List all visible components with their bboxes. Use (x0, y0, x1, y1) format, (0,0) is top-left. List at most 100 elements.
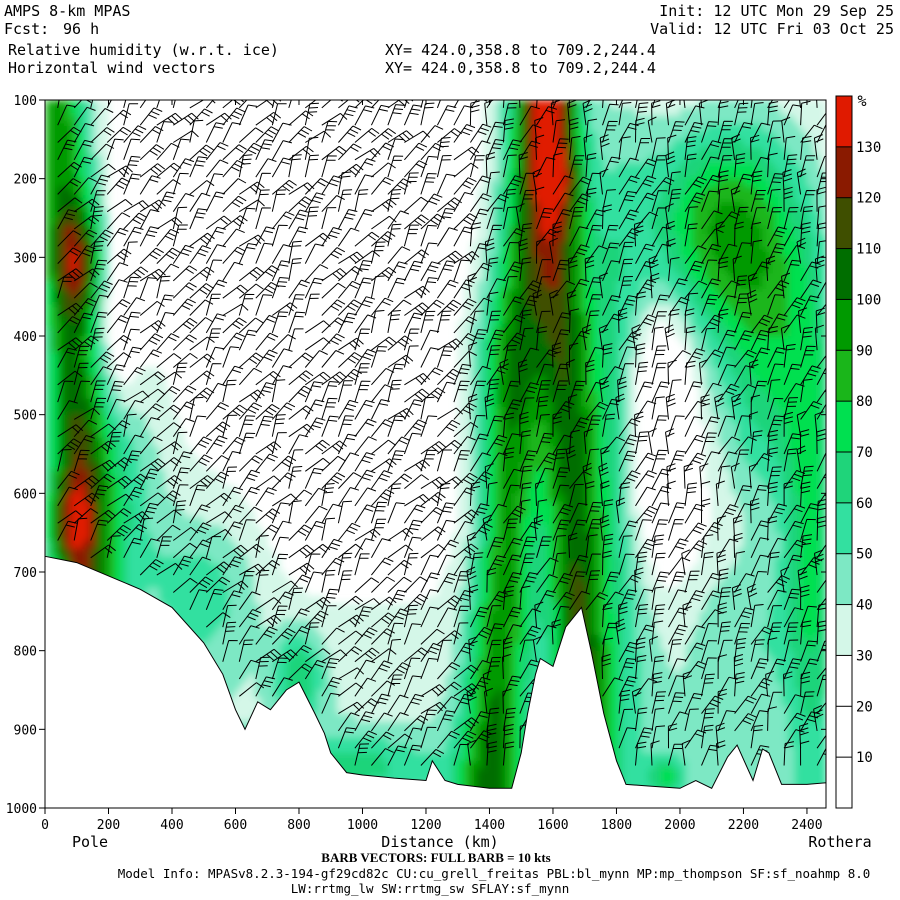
wind-barb (173, 526, 199, 541)
wind-barb (816, 388, 826, 403)
colorbar-swatch (836, 299, 852, 351)
wind-barb (123, 173, 142, 195)
wind-barb (271, 605, 288, 628)
wind-barb (816, 597, 826, 611)
wind-barb (469, 711, 490, 732)
wind-barb (106, 198, 133, 213)
wind-barb (255, 189, 270, 212)
wind-barb (337, 552, 353, 576)
wind-barb (139, 277, 157, 299)
wind-barb (651, 655, 665, 680)
wind-barb (420, 173, 437, 195)
wind-barb (288, 574, 311, 593)
wind-barb (403, 536, 422, 558)
wind-barb (271, 244, 293, 264)
wind-barb (796, 445, 807, 472)
wind-barb (321, 569, 336, 593)
wind-barb (420, 554, 440, 576)
wind-barb (106, 299, 131, 316)
wind-barb (404, 142, 428, 161)
wind-barb (717, 280, 740, 299)
field-name-wind: Horizontal wind vectors (8, 59, 216, 77)
wind-barb (73, 268, 100, 282)
wind-barb (717, 602, 727, 628)
wind-barb (750, 222, 762, 247)
wind-barb (139, 388, 166, 403)
wind-barb (73, 335, 99, 351)
wind-barb (484, 238, 495, 264)
wind-barb (569, 206, 584, 230)
wind-barb (436, 100, 441, 109)
wind-barb (782, 169, 793, 195)
wind-barb (618, 191, 637, 212)
wind-barb (585, 592, 609, 611)
wind-barb (436, 554, 456, 576)
wind-barb (783, 207, 799, 230)
wind-barb (288, 608, 310, 628)
wind-barb (321, 333, 345, 351)
wind-barb (536, 363, 554, 385)
wind-barb (615, 618, 626, 645)
wind-barb (172, 334, 197, 351)
wind-barb (420, 572, 440, 593)
wind-barb (552, 280, 576, 299)
wind-barb (288, 385, 313, 403)
wind-barb (582, 324, 592, 351)
wind-barb (681, 549, 691, 576)
wind-barb (651, 586, 665, 610)
wind-barb (354, 174, 374, 195)
wind-barb (615, 393, 625, 420)
wind-barb (271, 311, 289, 334)
wind-barb (667, 723, 678, 749)
wind-barb (205, 226, 226, 247)
wind-barb (800, 518, 816, 541)
wind-barb (288, 226, 309, 247)
wind-barb (467, 739, 477, 766)
wind-barb (651, 362, 667, 385)
wind-barb (271, 402, 296, 420)
wind-barb (139, 403, 164, 420)
wind-barb (651, 571, 670, 593)
wind-barb (701, 572, 722, 593)
wind-barb (783, 694, 805, 714)
wind-barb (239, 234, 265, 247)
wind-barb (238, 609, 262, 628)
wind-barb (602, 677, 624, 697)
wind-barb (403, 328, 420, 351)
wind-barb (750, 380, 768, 403)
wind-barb (552, 434, 573, 455)
wind-barb (814, 255, 825, 281)
wind-barb (532, 289, 543, 316)
wind-barb (205, 576, 231, 593)
wind-barb (106, 475, 133, 490)
wind-barb (172, 172, 189, 195)
wind-barb (255, 126, 280, 143)
wind-barb (534, 601, 544, 628)
wind-barb (519, 536, 537, 558)
wind-barb (536, 207, 554, 230)
wind-barb (172, 467, 190, 489)
wind-barb (701, 121, 718, 143)
wind-barb (666, 238, 676, 264)
wind-barb (156, 275, 171, 299)
wind-barb (156, 228, 180, 247)
wind-barb (453, 250, 480, 265)
wind-barb (304, 350, 328, 368)
wind-barb (569, 308, 580, 333)
wind-barb (57, 347, 78, 368)
wind-barb (387, 138, 405, 160)
colorbar-tick-label: 40 (856, 598, 873, 614)
wind-barb (304, 243, 325, 264)
y-tick-label: 600 (14, 487, 37, 502)
wind-barb (717, 346, 736, 368)
wind-barb (371, 458, 397, 472)
wind-barb (222, 261, 244, 282)
wind-barb (354, 606, 373, 628)
wind-barb (800, 345, 816, 368)
wind-barb (783, 314, 806, 334)
wind-barb (767, 226, 787, 247)
wind-barb (618, 658, 637, 680)
wind-barb (73, 298, 97, 316)
wind-barb (668, 557, 691, 576)
colorbar-tick-label: 120 (856, 191, 881, 207)
